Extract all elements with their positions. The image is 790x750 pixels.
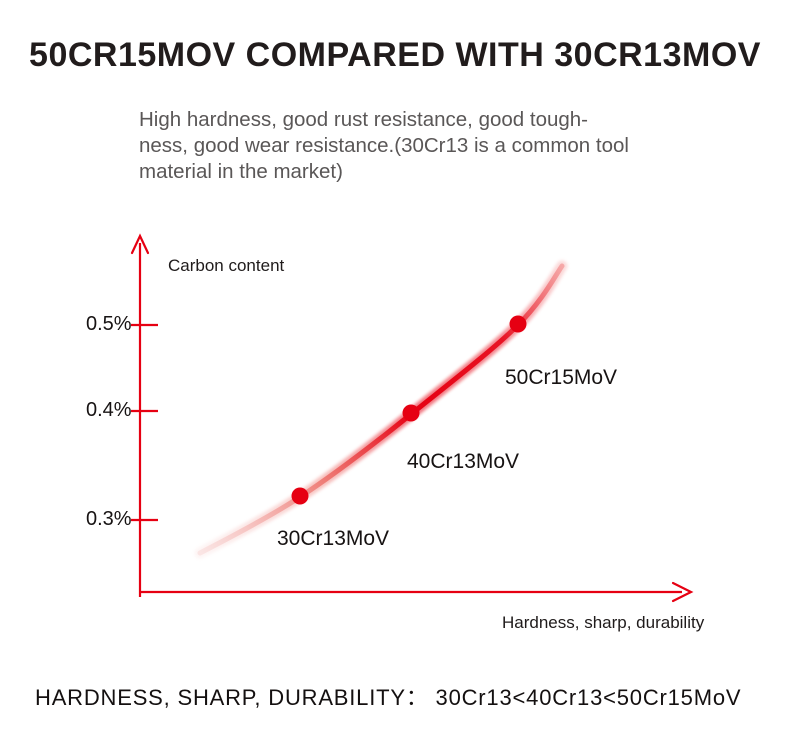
point-label-30cr13mov: 30Cr13MoV <box>277 527 390 550</box>
y-axis-title: Carbon content <box>168 256 285 275</box>
carbon-curve-glow <box>194 260 568 559</box>
footer-comparison-text: HARDNESS, SHARP, DURABILITY： 30Cr13<40Cr… <box>35 685 742 710</box>
dot-30cr13mov <box>291 487 309 505</box>
x-axis-arrow-icon <box>671 581 694 603</box>
subtitle-line-2: ness, good wear resistance.(30Cr13 is a … <box>139 133 629 157</box>
ytick-label-0.3: 0.3% <box>86 508 132 530</box>
point-label-50cr15mov: 50Cr15MoV <box>505 366 618 389</box>
dot-40cr13mov <box>402 404 420 422</box>
y-axis-arrow-icon <box>130 233 150 255</box>
dot-50cr15mov <box>509 315 527 333</box>
subtitle-line-3: material in the market) <box>139 159 343 183</box>
subtitle: High hardness, good rust resistance, goo… <box>139 107 659 184</box>
ytick-label-0.4: 0.4% <box>86 399 132 421</box>
subtitle-line-1: High hardness, good rust resistance, goo… <box>139 108 588 131</box>
carbon-curve <box>197 263 565 556</box>
ytick-label-0.5: 0.5% <box>86 313 132 335</box>
point-label-40cr13mov: 40Cr13MoV <box>407 450 520 473</box>
page-title: 50CR15MOV COMPARED WITH 30CR13MOV <box>29 36 761 74</box>
x-axis-title: Hardness, sharp, durability <box>502 613 705 632</box>
